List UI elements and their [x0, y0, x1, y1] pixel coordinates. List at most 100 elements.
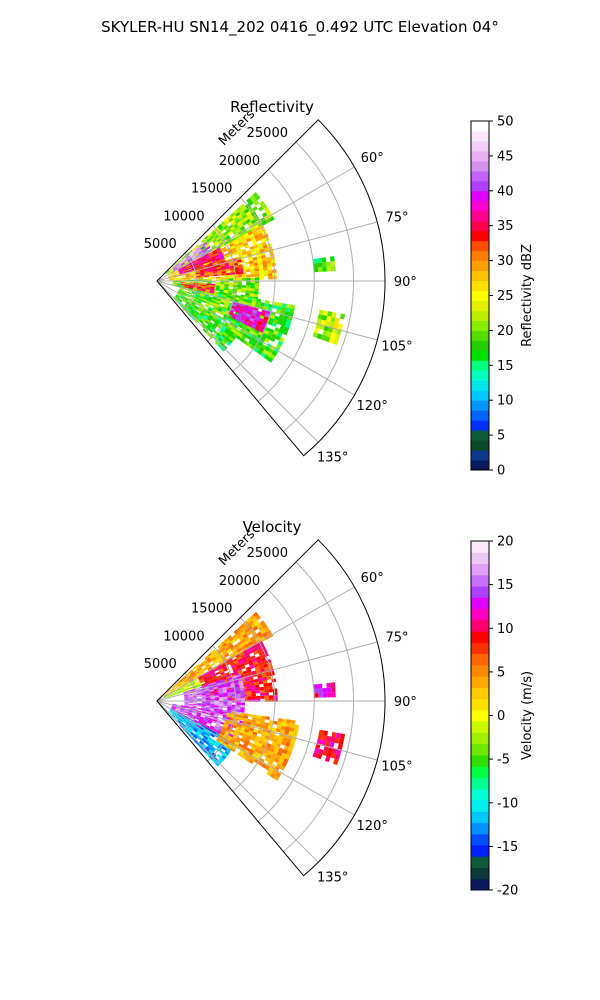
reflectivity-echo-cell: [268, 348, 274, 354]
reflectivity-colorbar-label: Reflectivity dBZ: [520, 244, 535, 347]
reflectivity-echo-cell: [214, 242, 220, 247]
velocity-colorbar-swatch: [471, 619, 489, 632]
reflectivity-echo-cell: [174, 296, 179, 300]
reflectivity-echo-cell: [199, 270, 204, 273]
velocity-colorbar-swatch: [471, 597, 489, 610]
velocity-echo-cell: [209, 689, 214, 692]
reflectivity-echo-cell: [199, 262, 204, 266]
reflectivity-echo-cell: [181, 263, 186, 267]
velocity-echo-cell: [171, 707, 176, 710]
velocity-echo-cell: [179, 688, 184, 691]
reflectivity-echo-cell: [180, 284, 185, 286]
velocity-echo-cell: [224, 660, 229, 665]
velocity-echo-cell: [324, 756, 331, 763]
velocity-echo-cell: [215, 723, 220, 728]
velocity-echo-cell: [226, 745, 232, 750]
velocity-echo-cell: [198, 676, 203, 680]
reflectivity-colorbar-swatch: [471, 460, 489, 471]
velocity-echo-cell: [212, 675, 217, 679]
velocity-echo-cell: [330, 682, 336, 688]
velocity-echo-cell: [218, 704, 224, 707]
reflectivity-echo-cell: [175, 295, 180, 299]
velocity-echo-cell: [184, 701, 189, 703]
velocity-echo-cell: [253, 741, 259, 746]
velocity-echo-cell: [290, 723, 295, 729]
velocity-echo-cell: [210, 705, 215, 707]
velocity-echo-cell: [200, 739, 205, 744]
velocity-echo-cell: [184, 688, 189, 691]
velocity-echo-cell: [258, 739, 264, 745]
velocity-echo-cell: [234, 662, 240, 667]
velocity-colorbar-swatch: [471, 743, 489, 756]
reflectivity-echo-cell: [209, 327, 215, 332]
velocity-echo-cell: [172, 712, 177, 716]
velocity-echo-cell: [180, 708, 185, 711]
reflectivity-colorbar-tick-label: 45: [497, 149, 514, 164]
reflectivity-echo-cell: [235, 219, 241, 224]
reflectivity-echo-cell: [195, 292, 201, 295]
velocity-echo-cell: [212, 651, 217, 656]
reflectivity-colorbar-swatch: [471, 430, 489, 441]
reflectivity-echo-cell: [178, 297, 183, 302]
reflectivity-echo-cell: [250, 226, 256, 232]
reflectivity-echo-cell: [186, 277, 191, 279]
velocity-echo-cell: [209, 716, 214, 720]
reflectivity-echo-cell: [248, 233, 255, 238]
reflectivity-echo-cell: [203, 250, 208, 254]
reflectivity-echo-cell: [174, 269, 179, 272]
velocity-echo-cell: [214, 708, 219, 711]
reflectivity-echo-cell: [286, 319, 292, 325]
reflectivity-echo-cell: [235, 235, 241, 240]
velocity-echo-cell: [265, 716, 270, 720]
reflectivity-echo-cell: [195, 265, 200, 269]
reflectivity-echo-cell: [259, 248, 265, 253]
reflectivity-echo-cell: [200, 293, 205, 297]
velocity-colorbar-swatch: [471, 856, 489, 868]
reflectivity-echo-cell: [190, 310, 195, 315]
reflectivity-echo-cell: [246, 282, 251, 286]
velocity-echo-cell: [193, 669, 198, 673]
velocity-echo-cell: [285, 726, 290, 731]
reflectivity-echo-cell: [188, 297, 194, 301]
reflectivity-echo-cell: [204, 275, 210, 277]
reflectivity-echo-cell: [251, 228, 257, 234]
velocity-echo-cell: [226, 737, 232, 742]
reflectivity-colorbar-tick-label: 30: [497, 254, 514, 269]
reflectivity-echo-cell: [263, 247, 269, 252]
velocity-echo-cell: [220, 640, 226, 646]
velocity-colorbar-swatch: [471, 687, 489, 700]
velocity-echo-cell: [228, 660, 234, 665]
reflectivity-echo-cell: [326, 266, 332, 272]
reflectivity-echo-cell: [187, 300, 192, 304]
reflectivity-range-ring: [181, 252, 197, 312]
reflectivity-echo-cell: [216, 264, 221, 268]
reflectivity-echo-cell: [256, 298, 262, 303]
reflectivity-echo-cell: [222, 345, 228, 350]
velocity-echo-cell: [250, 756, 256, 762]
velocity-echo-cell: [188, 701, 194, 703]
velocity-echo-cell: [282, 737, 288, 742]
reflectivity-echo-cell: [169, 267, 173, 271]
reflectivity-echo-cell: [254, 194, 261, 201]
reflectivity-echo-cell: [220, 227, 225, 232]
reflectivity-echo-cell: [224, 321, 230, 327]
velocity-echo-cell: [167, 691, 171, 695]
velocity-echo-cell: [245, 683, 251, 687]
velocity-echo-cell: [244, 756, 250, 762]
reflectivity-echo-cell: [180, 282, 185, 284]
velocity-echo-cell: [188, 686, 193, 690]
reflectivity-echo-cell: [191, 309, 196, 314]
velocity-echo-cell: [170, 688, 175, 692]
velocity-echo-cell: [205, 681, 210, 685]
velocity-echo-cell: [217, 657, 223, 662]
reflectivity-echo-cell: [180, 302, 185, 307]
velocity-echo-cell: [202, 709, 207, 712]
velocity-echo-cell: [260, 715, 266, 720]
velocity-echo-cell: [189, 670, 194, 675]
velocity-echo-cell: [219, 653, 225, 658]
reflectivity-echo-cell: [282, 330, 288, 336]
reflectivity-echo-cell: [252, 256, 258, 261]
velocity-echo-cell: [331, 692, 336, 698]
velocity-echo-cell: [209, 726, 214, 731]
